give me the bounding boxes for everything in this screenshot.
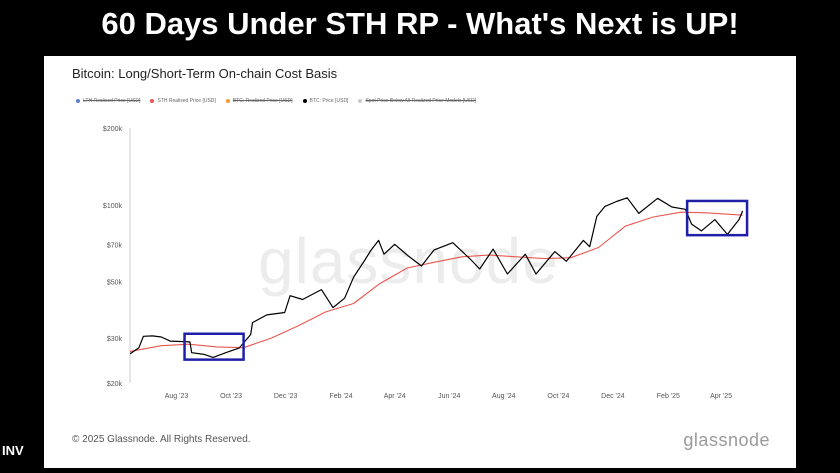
x-tick-label: Aug '24 (492, 393, 516, 400)
y-tick-label: $20k (107, 381, 123, 388)
legend-dot-icon (225, 99, 230, 103)
legend-item[interactable]: LTH Realised Price [USD] (76, 98, 140, 104)
x-tick-label: Apr '25 (710, 393, 732, 400)
legend-item[interactable]: BTC: Realized Price [USD] (225, 98, 293, 104)
glassnode-logo: glassnode (683, 430, 770, 450)
legend-label: Spot Price Below All Realized Price Mode… (365, 98, 477, 104)
highlight-box (685, 199, 749, 237)
x-tick-label: Jun '24 (438, 393, 460, 400)
headline: 60 Days Under STH RP - What's Next is UP… (101, 6, 739, 41)
y-tick-label: $100k (103, 203, 123, 210)
legend-item[interactable]: STH Realised Price [USD] (150, 98, 216, 104)
legend-label: STH Realised Price [USD] (157, 98, 216, 104)
highlight-box (183, 332, 245, 361)
x-tick-label: Aug '23 (165, 393, 189, 400)
legend-item[interactable]: BTC: Price [USD] (302, 98, 349, 104)
chart-title: Bitcoin: Long/Short-Term On-chain Cost B… (72, 66, 338, 81)
btc-price-line (129, 197, 744, 358)
x-tick-label: Dec '24 (601, 393, 625, 400)
x-tick-label: Dec '23 (274, 393, 298, 400)
x-tick-label: Apr '24 (384, 393, 406, 400)
x-tick-label: Feb '25 (657, 393, 680, 400)
y-tick-label: $50k (107, 280, 123, 287)
legend-dot-icon (302, 99, 307, 103)
line-chart: $20k $30k $50k $70k $100k $200k Aug '23 Oct '2… (103, 126, 749, 400)
chart-legend: LTH Realised Price [USD] STH Realised Pri… (76, 98, 486, 105)
copyright-text: © 2025 Glassnode. All Rights Reserved. (72, 434, 251, 445)
legend-dot-icon (76, 99, 80, 103)
y-tick-label: $30k (107, 336, 123, 343)
channel-name-fragment: INV (2, 443, 24, 458)
legend-label: BTC: Realized Price [USD] (232, 98, 293, 104)
legend-item[interactable]: Spot Price Below All Realized Price Mode… (358, 98, 476, 104)
chart-panel: Bitcoin: Long/Short-Term On-chain Cost B… (44, 56, 796, 468)
legend-label: LTH Realised Price [USD] (83, 98, 141, 104)
x-tick-label: Oct '24 (547, 393, 569, 400)
x-tick-label: Oct '23 (220, 393, 242, 400)
sth-realised-price-line (129, 211, 743, 352)
x-tick-label: Feb '24 (329, 393, 352, 400)
legend-dot-icon (150, 99, 155, 103)
y-tick-label: $200k (103, 126, 123, 133)
glassnode-watermark: glassnode (258, 225, 559, 297)
legend-label: BTC: Price [USD] (309, 98, 349, 104)
y-tick-label: $70k (107, 242, 123, 249)
legend-dot-icon (358, 99, 363, 103)
